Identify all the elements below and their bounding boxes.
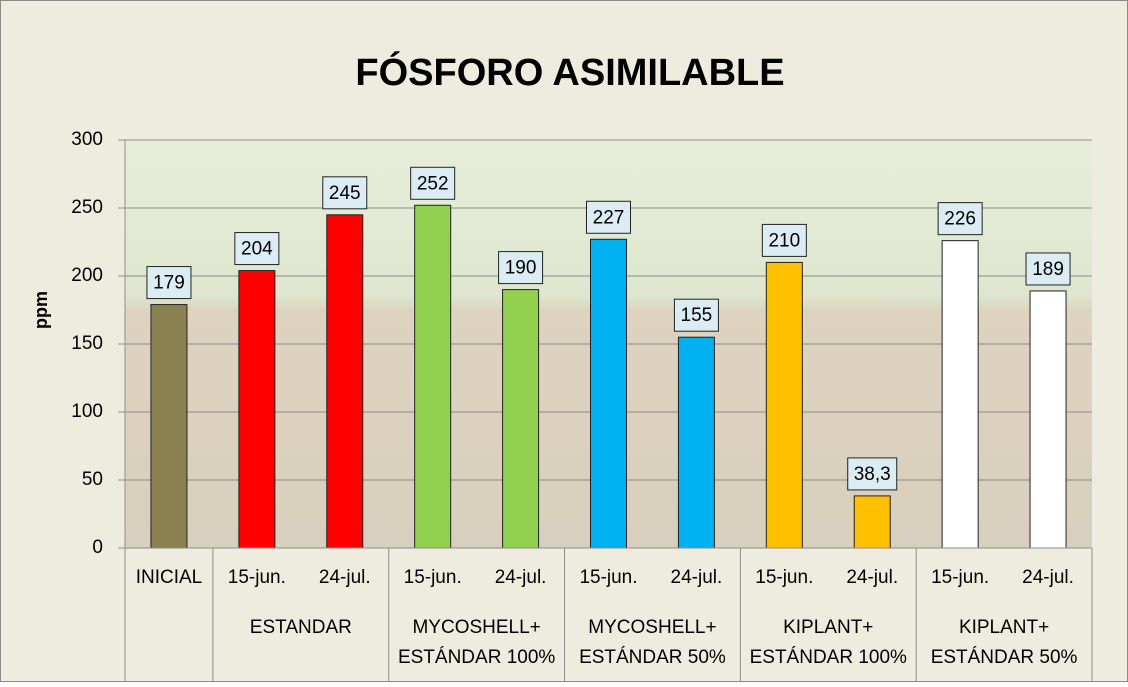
group-label: KIPLANT+ bbox=[783, 617, 873, 638]
bar bbox=[853, 495, 891, 549]
y-tick-label: 0 bbox=[92, 537, 103, 558]
data-label: 204 bbox=[241, 239, 273, 260]
data-label-box bbox=[146, 266, 192, 300]
bar bbox=[765, 261, 803, 549]
x-tick-label: 24-jul. bbox=[495, 567, 547, 588]
bar bbox=[1029, 290, 1067, 549]
x-tick-label: 24-jul. bbox=[1022, 567, 1074, 588]
x-tick-label: 15-jun. bbox=[579, 567, 637, 588]
x-tick-label: 24-jul. bbox=[319, 567, 371, 588]
bar bbox=[414, 204, 452, 549]
data-label: 227 bbox=[593, 207, 625, 228]
y-tick-label: 150 bbox=[71, 333, 103, 354]
data-label-box bbox=[937, 202, 983, 236]
group-label: ESTÁNDAR 50% bbox=[579, 647, 726, 668]
data-label-box bbox=[1025, 252, 1071, 286]
chart-title: FÓSFORO ASIMILABLE bbox=[355, 50, 784, 94]
bar bbox=[326, 214, 364, 549]
data-label: 38,3 bbox=[854, 464, 891, 485]
group-label: ESTÁNDAR 100% bbox=[398, 647, 555, 668]
group-label: MYCOSHELL+ bbox=[412, 617, 540, 638]
x-tick-label: 15-jun. bbox=[931, 567, 989, 588]
data-label-box bbox=[761, 223, 807, 257]
y-tick-label: 100 bbox=[71, 401, 103, 422]
y-tick-label: 250 bbox=[71, 197, 103, 218]
x-tick-label: INICIAL bbox=[136, 567, 203, 588]
data-label: 252 bbox=[417, 173, 449, 194]
data-label-box bbox=[322, 176, 368, 210]
y-tick-label: 200 bbox=[71, 265, 103, 286]
x-tick-label: 24-jul. bbox=[671, 567, 723, 588]
y-tick-label: 50 bbox=[82, 469, 103, 490]
bar bbox=[238, 270, 276, 549]
x-tick-label: 15-jun. bbox=[755, 567, 813, 588]
x-tick-label: 15-jun. bbox=[404, 567, 462, 588]
data-label: 210 bbox=[768, 230, 800, 251]
data-label: 245 bbox=[329, 183, 361, 204]
y-tick-label: 300 bbox=[71, 129, 103, 150]
x-tick-label: 15-jun. bbox=[228, 567, 286, 588]
data-label-box bbox=[234, 232, 280, 266]
bar bbox=[677, 336, 715, 549]
data-label-box bbox=[847, 457, 898, 491]
bar bbox=[941, 240, 979, 549]
bar bbox=[590, 238, 627, 549]
data-label: 155 bbox=[681, 305, 713, 326]
data-label-box bbox=[498, 251, 544, 285]
data-label-box bbox=[673, 298, 719, 332]
data-label: 226 bbox=[944, 209, 976, 230]
group-label: ESTANDAR bbox=[250, 617, 352, 638]
y-axis-label: ppm bbox=[31, 291, 51, 329]
data-label-box bbox=[410, 166, 456, 200]
group-label: MYCOSHELL+ bbox=[588, 617, 716, 638]
x-tick-label: 24-jul. bbox=[846, 567, 898, 588]
bar bbox=[502, 289, 540, 549]
bar bbox=[150, 304, 188, 549]
data-label: 179 bbox=[153, 273, 185, 294]
group-label: ESTÁNDAR 50% bbox=[931, 647, 1078, 668]
group-label: ESTÁNDAR 100% bbox=[750, 647, 907, 668]
data-label: 189 bbox=[1032, 259, 1064, 280]
data-label: 190 bbox=[505, 258, 537, 279]
group-label: KIPLANT+ bbox=[959, 617, 1049, 638]
data-label-box bbox=[586, 200, 631, 234]
